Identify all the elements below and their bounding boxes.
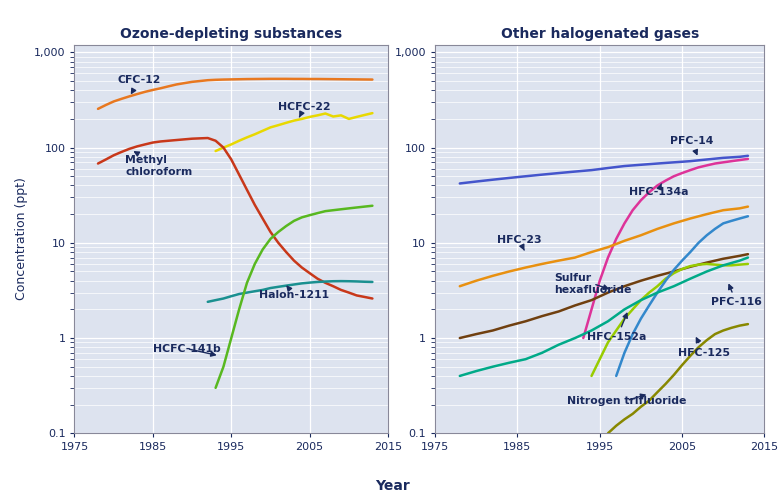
Text: Halon-1211: Halon-1211 — [259, 286, 328, 300]
Text: HCFC-22: HCFC-22 — [278, 102, 331, 117]
Text: HFC-134a: HFC-134a — [629, 184, 688, 197]
Text: Year: Year — [375, 479, 409, 493]
Text: PFC-14: PFC-14 — [670, 135, 713, 154]
Text: CFC-12: CFC-12 — [118, 75, 161, 93]
Text: HFC-125: HFC-125 — [678, 338, 730, 358]
Text: HFC-152a: HFC-152a — [587, 313, 647, 342]
Text: Methyl
chloroform: Methyl chloroform — [125, 152, 193, 177]
Text: HFC-23: HFC-23 — [497, 235, 542, 250]
Title: Other halogenated gases: Other halogenated gases — [501, 27, 699, 41]
Y-axis label: Concentration (ppt): Concentration (ppt) — [16, 178, 28, 300]
Text: Nitrogen trifluoride: Nitrogen trifluoride — [567, 394, 686, 405]
Text: PFC-116: PFC-116 — [711, 285, 762, 307]
Title: Ozone-depleting substances: Ozone-depleting substances — [120, 27, 343, 41]
Text: HCFC-141b: HCFC-141b — [153, 344, 220, 356]
Text: Sulfur
hexafluoride: Sulfur hexafluoride — [554, 273, 632, 295]
